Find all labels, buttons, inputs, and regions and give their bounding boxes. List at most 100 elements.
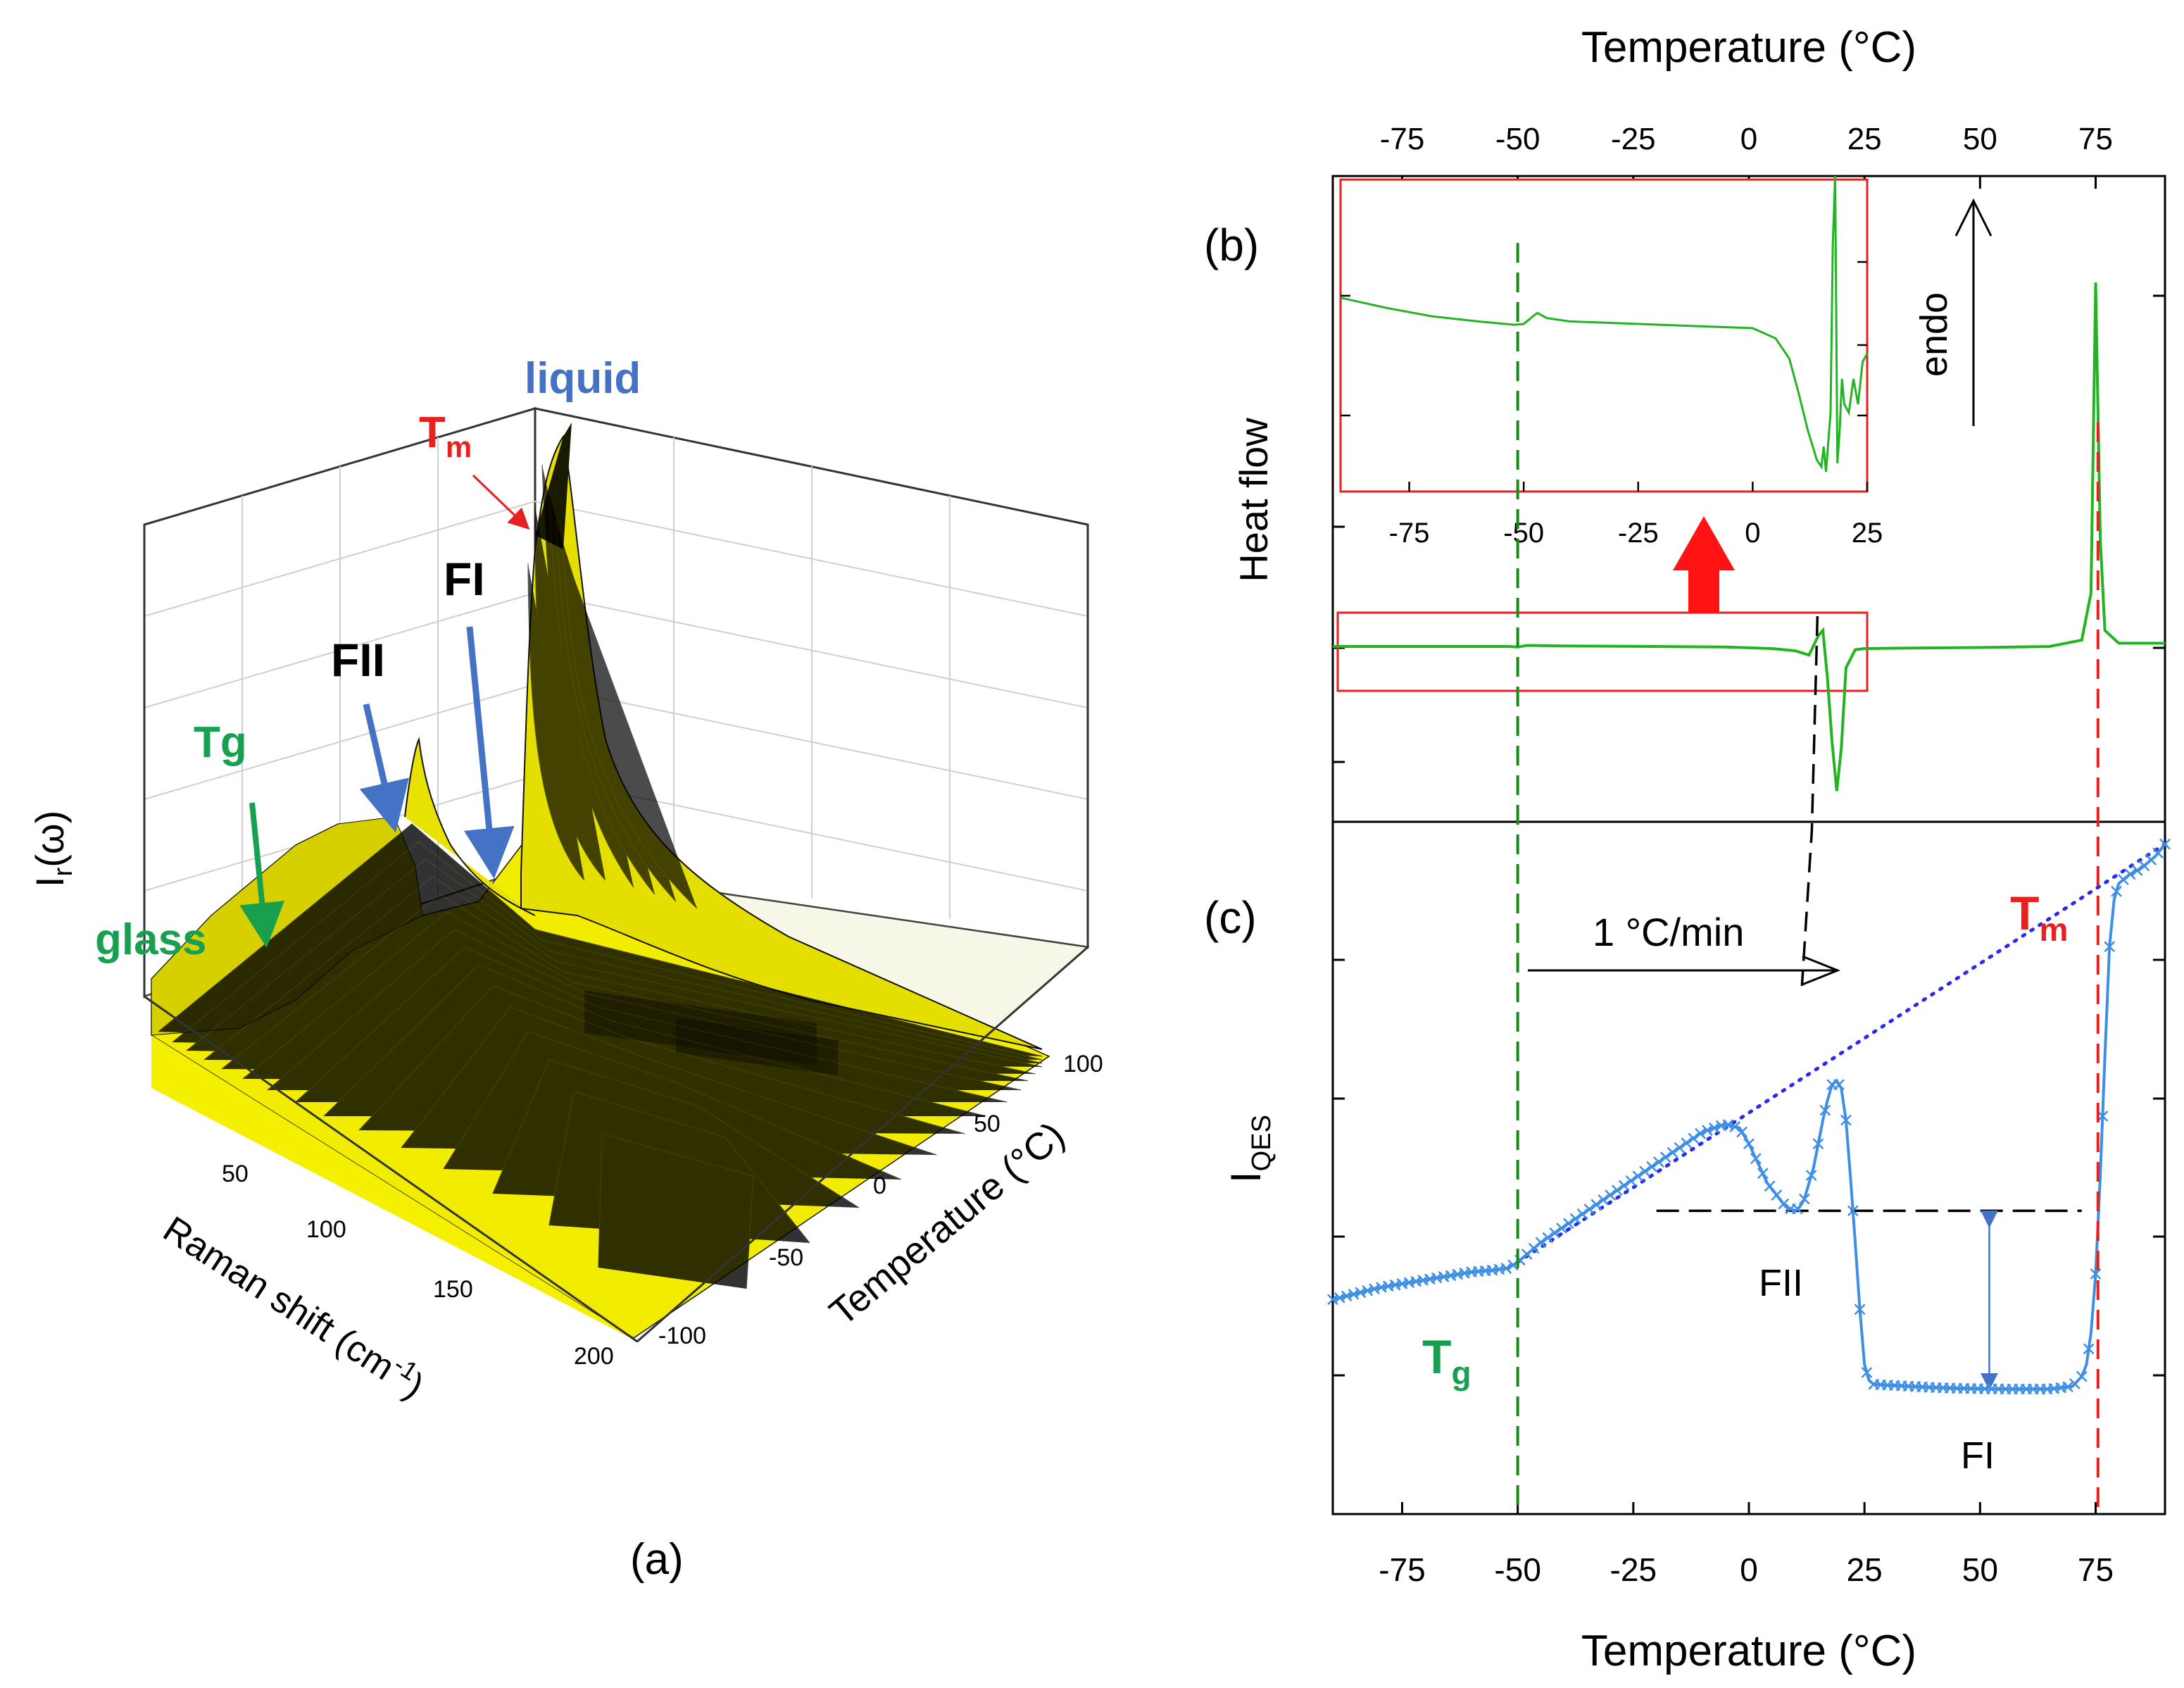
iqes-marker	[2118, 874, 2129, 885]
iqes-marker	[1847, 1205, 1859, 1217]
arrow-fi-a	[463, 626, 515, 879]
top-tick-label: 25	[1847, 122, 1882, 156]
annot-fii-c: FII	[1759, 1262, 1803, 1304]
iqes-marker	[1757, 1168, 1769, 1180]
iqes-marker	[1563, 1218, 1574, 1230]
iqes-marker	[1736, 1126, 1748, 1138]
y-tick-50: 50	[974, 1111, 1000, 1137]
iqes-marker	[1805, 1170, 1817, 1181]
heat-flow-line	[1333, 282, 2165, 792]
x-tick-50: 50	[222, 1161, 249, 1187]
endo-arrowhead	[1954, 198, 1992, 237]
iqes-marker	[1362, 1284, 1374, 1296]
iqes-marker	[1722, 1119, 1734, 1131]
iqes-marker	[1632, 1170, 1644, 1182]
zoom-arrow	[1673, 516, 1735, 613]
iqes-marker	[2104, 941, 2116, 953]
iqes-marker	[2076, 1370, 2088, 1382]
x-tick-200: 200	[574, 1343, 614, 1370]
iqes-marker	[1611, 1184, 1623, 1196]
iqes-marker	[1861, 1367, 1873, 1378]
inset-frame	[1339, 178, 1869, 493]
iqes-marker	[1667, 1146, 1678, 1158]
bottom-tick-label: 50	[1962, 1551, 1998, 1588]
iqes-marker	[2152, 847, 2164, 859]
iqes-marker	[1327, 1294, 1338, 1306]
annot-tg-c: Tg	[1422, 1330, 1471, 1392]
iqes-marker	[1729, 1121, 1741, 1132]
iqes-marker	[1771, 1189, 1783, 1201]
iqes-marker	[1854, 1303, 1866, 1315]
surface-mesh	[151, 423, 1050, 1342]
iqes-marker	[1639, 1165, 1651, 1177]
inset-axis-ticks: -75 -50 -25 0 25	[1389, 482, 1883, 549]
iqes-marker	[1569, 1213, 1581, 1225]
annot-fi-c: FI	[1961, 1434, 1995, 1477]
inset-tick-label: -75	[1389, 518, 1430, 549]
iqes-marker	[2124, 868, 2136, 880]
iqes-marker	[1695, 1127, 1706, 1139]
top-tick-label: -50	[1495, 122, 1540, 156]
arrow-fii-a	[359, 703, 409, 833]
heat-flow-label: Heat flow	[1231, 418, 1276, 582]
x-axis-line	[144, 995, 638, 1343]
iqes-marker	[1625, 1175, 1637, 1187]
annot-fii-a: FII	[331, 634, 385, 686]
iqes-marker	[1708, 1122, 1720, 1134]
zoom-region-box	[1336, 611, 1869, 692]
top-axis-label: Temperature (°C)	[1581, 23, 1916, 72]
x-axis-ticks: 50 100 150 200	[222, 1161, 614, 1370]
top-tick-label: -75	[1380, 122, 1425, 156]
iqes-markers	[1327, 838, 2171, 1395]
iqes-marker	[1653, 1156, 1664, 1168]
iqes-marker	[1840, 1114, 1852, 1126]
iqes-marker	[2111, 885, 2122, 897]
iqes-marker	[2159, 838, 2171, 850]
iqes-marker	[2083, 1343, 2095, 1355]
annot-tm-c: Tm	[2010, 887, 2068, 948]
c-left-ticks	[1333, 958, 2165, 1377]
liquid-trend-line	[1516, 842, 2167, 1264]
arrow-tg-a	[239, 802, 285, 948]
panel-a-surface-plot: 50 100 150 200 -100 -50 0 50 100 Ir(ω) R…	[27, 354, 1103, 1584]
iqes-marker	[1681, 1137, 1693, 1149]
iqes-marker	[1819, 1104, 1831, 1116]
bottom-tick-label: -75	[1379, 1551, 1425, 1588]
top-tick-label: -25	[1611, 122, 1656, 156]
iqes-marker	[1542, 1232, 1554, 1244]
inset-tick-label: -25	[1618, 518, 1659, 549]
panel-a-label: (a)	[630, 1535, 684, 1584]
inset-heat-flow-line	[1340, 175, 1869, 473]
iqes-marker	[1659, 1151, 1671, 1163]
y-tick-neg100: -100	[658, 1323, 706, 1349]
iqes-marker	[1590, 1199, 1602, 1211]
iqes-marker	[1355, 1287, 1367, 1299]
y-tick-0: 0	[873, 1173, 886, 1199]
iqes-marker	[2131, 865, 2143, 876]
iqes-marker	[1341, 1290, 1353, 1302]
endo-label: endo	[1913, 292, 1955, 377]
iqes-marker	[1833, 1079, 1845, 1091]
panel-b-dsc-plot: -75 -50 -25 0 25 50 75 Temperature (°C) Heat f…	[1204, 23, 2166, 823]
iqes-marker	[2062, 1381, 2073, 1393]
top-tick-label: 0	[1740, 122, 1757, 156]
iqes-marker	[2090, 1268, 2102, 1280]
iqes-marker	[1549, 1227, 1561, 1239]
bottom-tick-label: -25	[1610, 1551, 1657, 1588]
iqes-marker	[1576, 1208, 1588, 1220]
y-axis-ticks: -100 -50 0 50 100	[658, 1051, 1103, 1349]
iqes-marker	[1812, 1138, 1824, 1150]
iqes-marker	[1792, 1203, 1803, 1215]
panel-c-qes-plot: -75 -50 -25 0 25 50 75 Temperature (°C) IQES (…	[1204, 820, 2171, 1675]
iqes-marker	[1702, 1125, 1713, 1137]
iqes-marker	[1348, 1288, 1360, 1300]
y-axis-line	[636, 946, 1088, 1343]
iqes-marker	[1743, 1138, 1755, 1150]
iqes-marker	[1778, 1198, 1790, 1210]
rate-arrowhead	[1802, 955, 1841, 986]
iqes-marker	[1583, 1204, 1595, 1215]
annot-liquid: liquid	[525, 354, 641, 403]
iqes-marker	[1750, 1153, 1762, 1165]
y-tick-100: 100	[1063, 1051, 1103, 1077]
inset-tick-label: 0	[1745, 518, 1760, 549]
